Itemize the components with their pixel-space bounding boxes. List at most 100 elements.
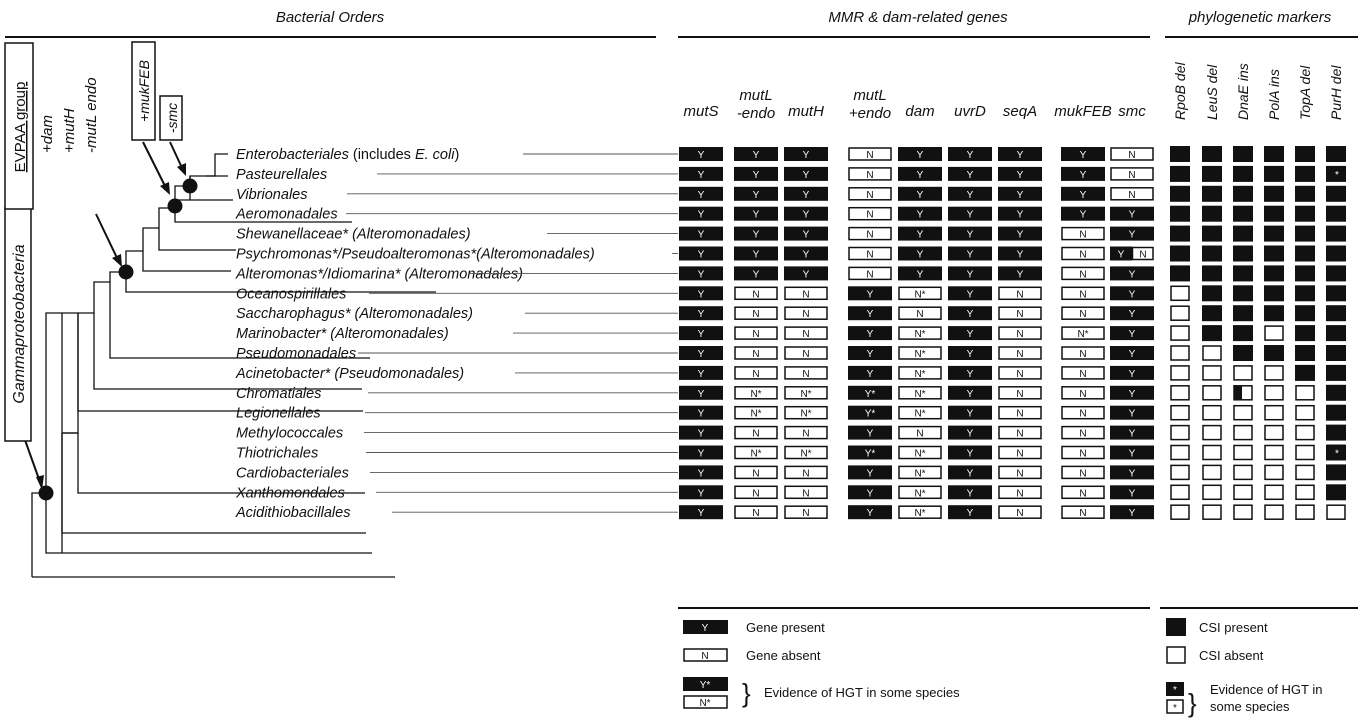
gene-cell: Y <box>998 166 1042 181</box>
marker-cell <box>1295 305 1315 322</box>
gene-cell: N <box>1061 226 1105 241</box>
gene-cell: N <box>784 505 828 519</box>
svg-text:N: N <box>866 269 873 280</box>
evpaa-line-muth: +mutH <box>61 108 78 153</box>
marker-cell <box>1170 444 1190 461</box>
gene-cell: Y <box>948 266 992 281</box>
evpaa-line-mutl: -mutL endo <box>83 77 100 153</box>
marker-cell <box>1326 265 1346 282</box>
gene-column-header: dam <box>905 103 934 120</box>
order-name: Saccharophagus* (Alteromonadales) <box>236 306 473 322</box>
marker-cell <box>1264 285 1284 302</box>
marker-cell <box>1326 404 1346 421</box>
legend-present-text: Gene present <box>746 620 825 635</box>
marker-cell <box>1326 305 1346 322</box>
svg-text:N: N <box>752 369 759 380</box>
svg-text:Y: Y <box>867 349 874 360</box>
svg-text:N: N <box>802 508 809 519</box>
svg-text:N: N <box>866 170 873 181</box>
svg-text:N: N <box>1079 429 1086 440</box>
marker-cell <box>1202 305 1222 322</box>
svg-text:Y: Y <box>698 449 705 460</box>
gene-cell: N <box>734 425 778 440</box>
svg-text:N: N <box>1128 150 1135 161</box>
svg-text:N: N <box>1079 369 1086 380</box>
arrow-smc-icon <box>177 163 186 176</box>
gene-cell: Y <box>679 346 723 360</box>
svg-text:N: N <box>866 250 873 261</box>
marker-cell <box>1170 205 1190 222</box>
gene-cell: N <box>784 306 828 320</box>
marker-cell <box>1295 424 1315 441</box>
gene-cell: Y <box>784 246 828 261</box>
gene-cell: Y <box>848 505 892 520</box>
svg-text:Y: Y <box>753 269 760 280</box>
svg-text:Y: Y <box>698 329 705 340</box>
marker-cell <box>1170 305 1190 321</box>
marker-cell <box>1202 424 1222 441</box>
marker-cell <box>1170 165 1190 182</box>
svg-text:N: N <box>752 468 759 479</box>
marker-cell <box>1264 305 1284 322</box>
marker-cell <box>1233 444 1253 461</box>
gene-cell: Y <box>1110 346 1154 360</box>
marker-column-header: DnaE ins <box>1235 63 1251 120</box>
svg-text:N*: N* <box>914 508 925 519</box>
gene-cell: N <box>734 326 778 340</box>
svg-text:N: N <box>802 468 809 479</box>
gene-cell: N <box>1061 306 1105 320</box>
svg-text:Y: Y <box>698 170 705 181</box>
order-name: Pseudomonadales <box>236 346 356 362</box>
svg-text:Y: Y <box>698 488 705 499</box>
legend-brace-icon: } <box>742 678 751 708</box>
gene-cell: Y <box>679 465 723 480</box>
clade-gamma-text: Gammaproteobacteria <box>11 244 28 403</box>
svg-text:Y: Y <box>698 250 705 261</box>
marker-cell <box>1233 225 1253 242</box>
marker-cell <box>1295 484 1315 501</box>
gene-cell: Y <box>848 365 892 380</box>
marker-cell <box>1202 225 1222 242</box>
marker-cell <box>1295 165 1315 182</box>
svg-text:Y: Y <box>698 210 705 221</box>
svg-text:N*: N* <box>1077 329 1088 340</box>
marker-cell <box>1202 146 1222 162</box>
node-dot-evpaa <box>118 264 134 280</box>
svg-text:N: N <box>1079 250 1086 261</box>
marker-cell <box>1264 245 1284 262</box>
marker-cell <box>1264 365 1284 381</box>
gene-cell: Y <box>784 147 828 161</box>
gene-cell: Y <box>948 385 992 400</box>
svg-text:Y: Y <box>1129 349 1136 360</box>
svg-text:N: N <box>802 329 809 340</box>
marker-cell <box>1295 385 1315 401</box>
order-name: Acidithiobacillales <box>235 505 350 521</box>
svg-text:N: N <box>1016 389 1023 400</box>
svg-text:N: N <box>1079 349 1086 360</box>
marker-cell <box>1170 225 1190 242</box>
legend-absent-text: Gene absent <box>746 648 821 663</box>
svg-text:smc: smc <box>1118 103 1146 120</box>
svg-text:N: N <box>866 210 873 221</box>
svg-text:N: N <box>1079 449 1086 460</box>
marker-cell <box>1233 146 1253 162</box>
svg-text:Y: Y <box>1017 269 1024 280</box>
order-name: Shewanellaceae* (Alteromonadales) <box>236 227 471 243</box>
svg-text:Y: Y <box>753 150 760 161</box>
order-name: Xanthomondales <box>235 485 345 501</box>
gene-cell: N <box>998 405 1042 420</box>
gene-cell: Y <box>948 485 992 500</box>
evpaa-line-dam: +dam <box>39 115 56 153</box>
marker-cell <box>1326 146 1346 162</box>
marker-cell <box>1326 364 1346 381</box>
gene-cell: Y <box>679 365 723 380</box>
gene-cell: Y <box>948 306 992 321</box>
svg-text:Y: Y <box>1129 409 1136 420</box>
svg-text:N: N <box>1079 468 1086 479</box>
marker-cell <box>1202 345 1222 361</box>
gene-cell: N <box>784 366 828 380</box>
gene-cell: N <box>998 505 1042 519</box>
gene-cell: N* <box>734 405 778 420</box>
gene-cell: Y* <box>848 445 892 460</box>
gene-cell: Y <box>1110 206 1154 221</box>
